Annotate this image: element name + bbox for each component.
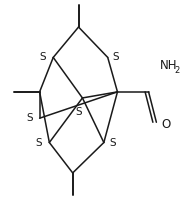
Text: O: O: [162, 118, 171, 131]
Text: 2: 2: [175, 66, 180, 75]
Text: S: S: [40, 52, 46, 62]
Text: S: S: [36, 137, 42, 147]
Text: S: S: [75, 107, 82, 117]
Text: NH: NH: [160, 59, 178, 72]
Text: S: S: [26, 113, 33, 123]
Text: S: S: [109, 137, 115, 147]
Text: S: S: [113, 52, 119, 62]
